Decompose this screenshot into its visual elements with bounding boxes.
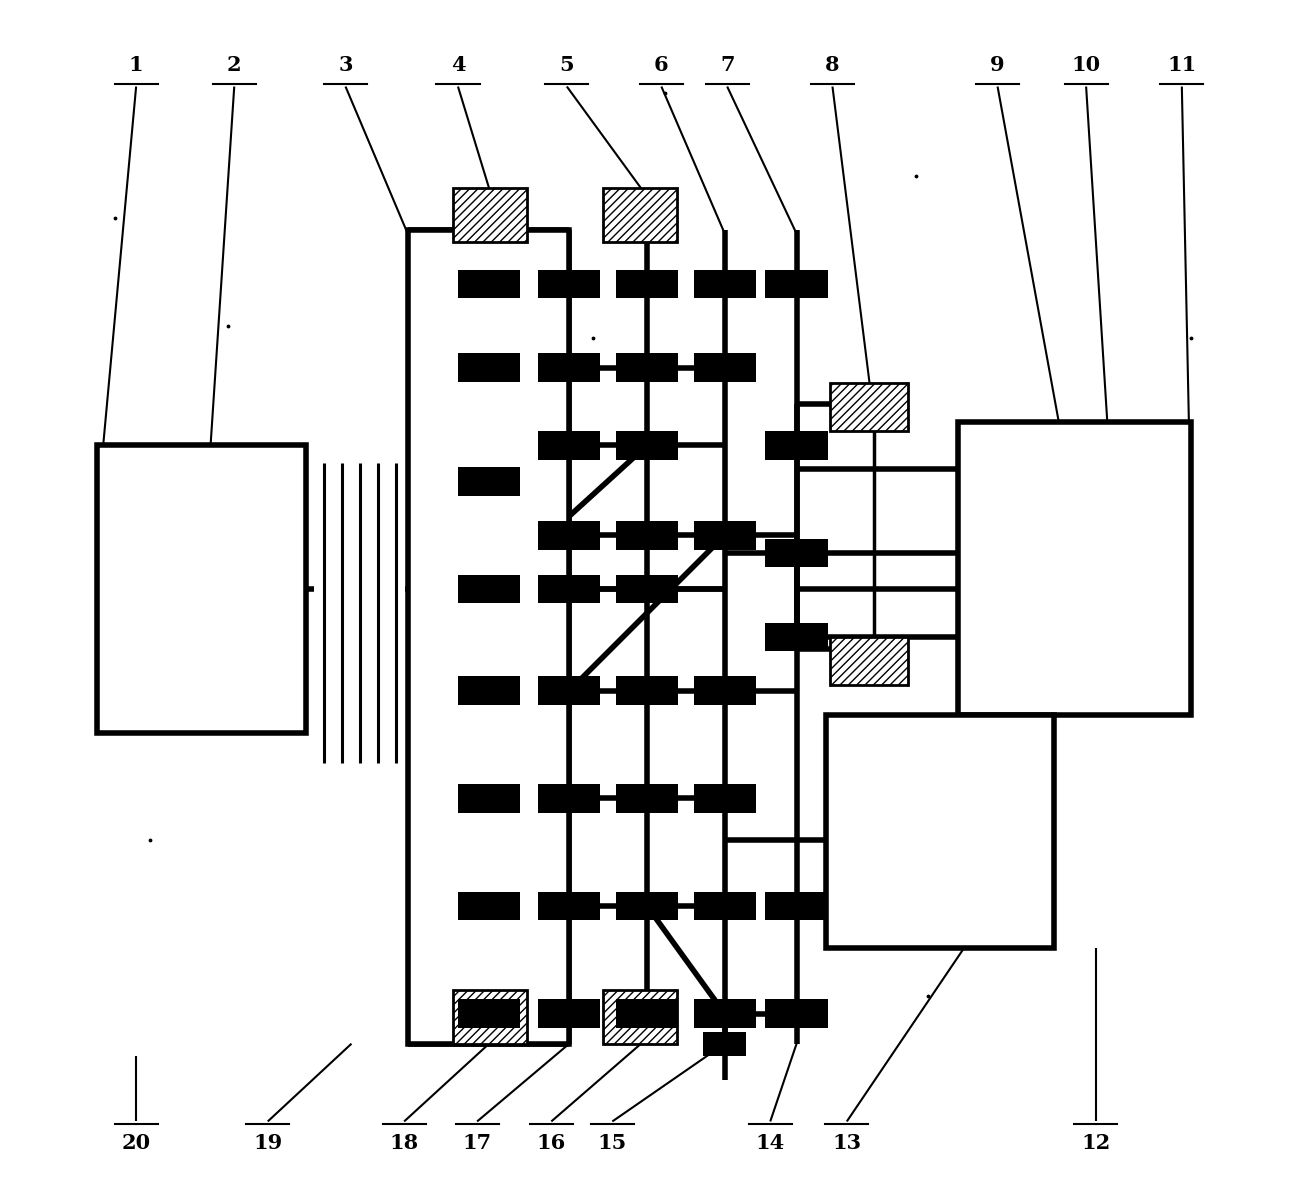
Text: 5: 5 (559, 54, 575, 75)
Bar (603, 989, 677, 1043)
Text: 3: 3 (338, 54, 353, 75)
Text: 17: 17 (462, 1133, 491, 1154)
Bar (831, 383, 908, 432)
Bar (616, 520, 678, 549)
Bar (538, 520, 601, 549)
Text: 1: 1 (129, 54, 144, 75)
Bar (538, 575, 601, 603)
Bar (538, 677, 601, 706)
Bar (703, 1031, 746, 1055)
Bar (765, 538, 828, 567)
Bar (693, 892, 756, 921)
Bar (458, 269, 520, 298)
Bar (538, 432, 601, 460)
Bar (603, 189, 677, 242)
Text: 7: 7 (720, 54, 734, 75)
Bar (458, 353, 520, 382)
Bar (453, 989, 528, 1043)
Text: 8: 8 (825, 54, 840, 75)
Bar (458, 677, 520, 706)
Bar (97, 446, 306, 732)
Bar (616, 677, 678, 706)
Bar (616, 999, 678, 1028)
Text: 11: 11 (1168, 54, 1196, 75)
Text: 10: 10 (1071, 54, 1101, 75)
Bar (765, 432, 828, 460)
Text: 18: 18 (389, 1133, 419, 1154)
Text: 16: 16 (537, 1133, 565, 1154)
Bar (458, 468, 520, 495)
Bar (616, 353, 678, 382)
Bar (693, 269, 756, 298)
Bar (693, 784, 756, 813)
Bar (458, 784, 520, 813)
Bar (616, 892, 678, 921)
Bar (458, 999, 520, 1028)
Bar (407, 230, 569, 1043)
Bar (765, 269, 828, 298)
Bar (616, 269, 678, 298)
Text: 20: 20 (121, 1133, 150, 1154)
Text: 14: 14 (756, 1133, 785, 1154)
Bar (827, 715, 1054, 948)
Bar (458, 575, 520, 603)
Text: 2: 2 (227, 54, 242, 75)
Bar (453, 189, 528, 242)
Bar (693, 353, 756, 382)
Bar (538, 999, 601, 1028)
Bar (538, 892, 601, 921)
Bar (765, 892, 828, 921)
Bar (693, 677, 756, 706)
Text: 12: 12 (1081, 1133, 1110, 1154)
Text: 19: 19 (253, 1133, 282, 1154)
Text: 13: 13 (832, 1133, 862, 1154)
Bar (616, 784, 678, 813)
Bar (616, 575, 678, 603)
Bar (538, 269, 601, 298)
Bar (765, 999, 828, 1028)
Text: 15: 15 (598, 1133, 627, 1154)
Text: 4: 4 (451, 54, 465, 75)
Bar (959, 422, 1191, 715)
Bar (616, 432, 678, 460)
Bar (765, 623, 828, 651)
Text: 9: 9 (990, 54, 1004, 75)
Bar (831, 637, 908, 685)
Text: 6: 6 (654, 54, 669, 75)
Bar (693, 520, 756, 549)
Bar (458, 892, 520, 921)
Bar (693, 999, 756, 1028)
Bar (538, 353, 601, 382)
Bar (538, 784, 601, 813)
